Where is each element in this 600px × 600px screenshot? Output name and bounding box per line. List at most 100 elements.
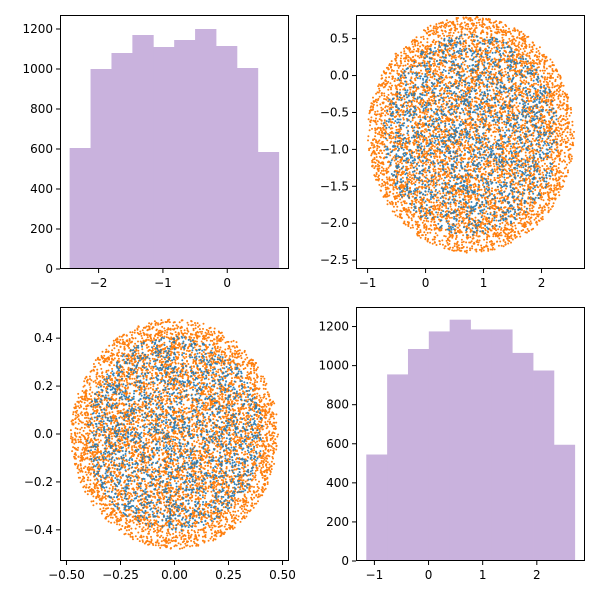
scatter-point	[414, 223, 417, 226]
scatter-point	[484, 165, 487, 168]
scatter-point	[419, 101, 422, 104]
scatter-point	[477, 132, 480, 135]
scatter-point	[417, 55, 419, 58]
scatter-point	[447, 21, 450, 24]
scatter-point	[410, 199, 413, 202]
scatter-point	[571, 141, 574, 144]
scatter-point	[395, 62, 398, 65]
scatter-point	[539, 204, 541, 207]
scatter-point	[389, 202, 392, 205]
x-tick-label: −1	[154, 276, 172, 290]
scatter-point	[439, 56, 442, 59]
scatter-point	[532, 132, 534, 135]
scatter-point	[444, 120, 447, 123]
scatter-point	[532, 134, 535, 137]
histogram-bar	[153, 47, 175, 269]
scatter-point	[494, 170, 497, 173]
scatter-point	[434, 69, 437, 72]
scatter-point	[566, 100, 569, 103]
scatter-point	[571, 144, 574, 146]
scatter-point	[555, 126, 558, 129]
scatter-point	[399, 88, 402, 91]
scatter-point	[386, 182, 389, 185]
scatter-point	[526, 141, 529, 144]
scatter-point	[464, 198, 467, 201]
scatter-point	[492, 162, 495, 165]
scatter-point	[484, 124, 487, 127]
scatter-point	[423, 231, 426, 234]
scatter-point	[533, 76, 536, 79]
scatter-point	[539, 169, 541, 172]
scatter-point	[475, 232, 478, 235]
scatter-point	[506, 237, 509, 240]
scatter-point	[546, 82, 549, 84]
scatter-point	[564, 128, 566, 131]
scatter-point	[468, 168, 471, 171]
scatter-point	[427, 120, 429, 123]
scatter-point	[415, 199, 418, 202]
scatter-point	[469, 249, 472, 252]
scatter-point	[465, 249, 468, 252]
scatter-point	[496, 25, 498, 28]
scatter-point	[380, 74, 383, 77]
scatter-point	[536, 210, 539, 213]
scatter-point	[481, 153, 484, 156]
scatter-point	[469, 128, 472, 131]
scatter-point	[551, 68, 554, 70]
scatter-point	[564, 155, 567, 158]
scatter-point	[514, 86, 517, 89]
scatter-point	[497, 228, 500, 231]
scatter-point	[526, 54, 528, 57]
scatter-point	[379, 142, 382, 145]
scatter-point	[504, 220, 507, 223]
scatter-point	[479, 71, 481, 74]
scatter-point	[529, 64, 532, 67]
scatter-point	[474, 27, 477, 30]
scatter-point	[506, 31, 509, 33]
scatter-point	[475, 49, 477, 51]
scatter-point	[466, 180, 469, 183]
scatter-point	[466, 246, 468, 249]
scatter-point	[433, 208, 436, 211]
scatter-point	[570, 108, 572, 111]
scatter-point	[557, 90, 560, 93]
scatter-point	[528, 180, 531, 183]
scatter-point	[431, 57, 434, 60]
scatter-point	[387, 166, 390, 169]
scatter-point	[516, 155, 519, 157]
scatter-point	[487, 203, 490, 206]
scatter-point	[394, 52, 397, 55]
scatter-point	[549, 102, 552, 105]
scatter-point	[546, 78, 548, 81]
scatter-point	[482, 223, 485, 226]
plot-area	[367, 15, 575, 254]
scatter-point	[471, 247, 474, 250]
scatter-point	[472, 36, 475, 38]
scatter-point	[453, 39, 456, 42]
scatter-point	[548, 80, 551, 83]
scatter-point	[560, 142, 563, 145]
scatter-point	[470, 104, 473, 107]
scatter-point	[559, 89, 562, 92]
scatter-point	[482, 49, 485, 52]
scatter-point	[452, 179, 455, 182]
scatter-point	[464, 124, 467, 127]
scatter-point	[382, 167, 385, 170]
scatter-point	[486, 230, 489, 233]
scatter-point	[498, 237, 501, 240]
scatter-point	[531, 207, 534, 210]
scatter-point	[516, 36, 518, 39]
scatter-point	[399, 141, 401, 144]
scatter-point	[454, 204, 457, 207]
scatter-point	[539, 179, 542, 182]
scatter-point	[396, 188, 399, 190]
scatter-point	[474, 195, 477, 198]
scatter-point	[519, 134, 522, 136]
scatter-point	[396, 113, 399, 116]
scatter-point	[460, 136, 463, 139]
scatter-point	[553, 90, 556, 93]
scatter-point	[415, 152, 418, 155]
scatter-point	[387, 88, 390, 91]
scatter-point	[538, 207, 540, 209]
scatter-point	[509, 180, 512, 183]
